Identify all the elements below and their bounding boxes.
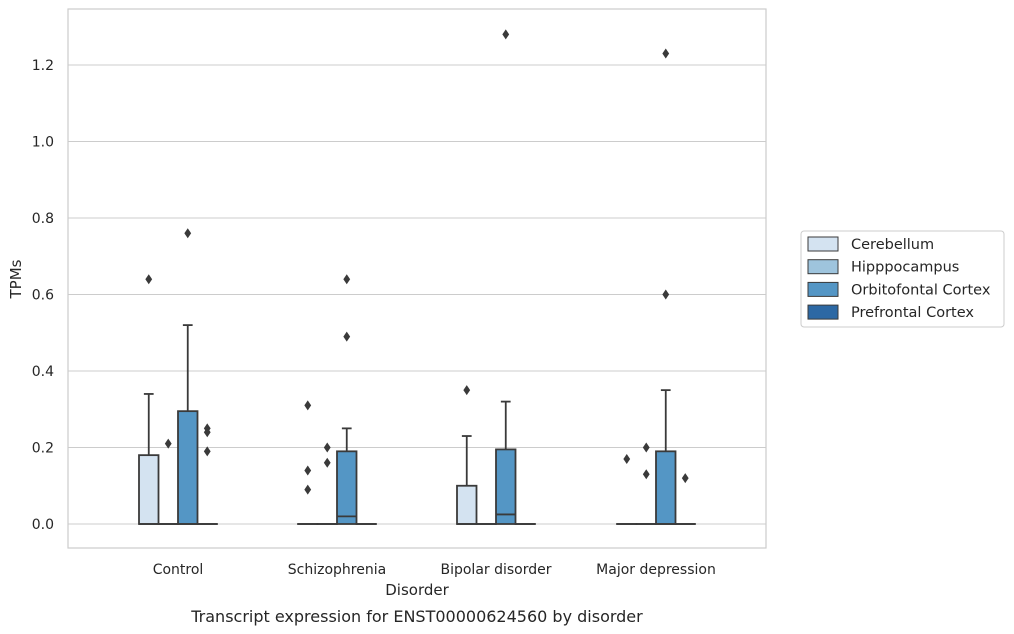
outlier-point	[623, 453, 631, 464]
outlier-point	[304, 400, 312, 411]
legend-label: Hipppocampus	[851, 260, 959, 276]
box	[655, 450, 677, 525]
outlier-point	[304, 465, 312, 476]
outlier-point	[642, 469, 650, 480]
outlier-point	[145, 274, 153, 285]
legend-label: Cerebellum	[851, 237, 934, 253]
outlier-point	[662, 48, 670, 59]
x-tick-label: Bipolar disorder	[440, 562, 551, 578]
box-group	[655, 48, 677, 525]
box-group	[196, 423, 218, 525]
box	[336, 450, 358, 525]
x-tick-labels: Control Schizophrenia Bipolar disorder Majo…	[153, 562, 716, 578]
box	[177, 410, 199, 525]
outlier-point	[343, 274, 351, 285]
y-tick-label: 0.4	[32, 364, 54, 380]
outlier-point	[642, 442, 650, 453]
outlier-point	[502, 29, 510, 40]
outlier-point	[681, 473, 689, 484]
y-tick-label: 1.2	[32, 58, 54, 74]
box-group	[495, 29, 517, 525]
x-tick-label: Control	[153, 562, 204, 578]
legend-swatch	[807, 259, 839, 275]
outlier-point	[304, 484, 312, 495]
chart-caption: Transcript expression for ENST0000062456…	[190, 607, 643, 626]
box-group	[177, 228, 199, 525]
outlier-point	[164, 438, 172, 449]
box-group	[138, 274, 160, 525]
outlier-point	[323, 442, 331, 453]
plot-frame	[67, 8, 767, 549]
legend-frame	[800, 230, 1005, 328]
outlier-point	[463, 385, 471, 396]
legend-label: Orbitofontal Cortex	[851, 282, 991, 298]
y-tick-labels: 0.0 0.2 0.4 0.6 0.8 1.0 1.2	[32, 58, 54, 533]
y-tick-label: 1.0	[32, 135, 54, 151]
legend-label: Prefrontal Cortex	[851, 305, 974, 321]
boxes	[138, 29, 696, 525]
outlier-point	[662, 289, 670, 300]
box-group	[674, 473, 696, 525]
box-group	[616, 453, 638, 525]
y-tick-label: 0.6	[32, 288, 54, 304]
outlier-point	[184, 228, 192, 239]
box	[456, 484, 478, 525]
y-tick-label: 0.8	[32, 211, 54, 227]
legend: Cerebellum Hipppocampus Orbitofontal Corte…	[800, 230, 1005, 328]
outlier-point	[343, 331, 351, 342]
outlier-point	[203, 446, 211, 457]
box-group	[456, 385, 478, 525]
y-tick-label: 0.0	[32, 517, 54, 533]
x-axis-label: Disorder	[385, 581, 449, 599]
box-group	[336, 274, 358, 525]
box	[138, 454, 160, 525]
x-tick-label: Schizophrenia	[288, 562, 386, 578]
x-tick-label: Major depression	[596, 562, 716, 578]
legend-swatch	[807, 304, 839, 320]
legend-swatch	[807, 236, 839, 252]
y-axis-label: TPMs	[7, 259, 25, 299]
box	[495, 448, 517, 525]
box-group	[157, 438, 179, 525]
y-tick-label: 0.2	[32, 441, 54, 457]
legend-swatch	[807, 281, 839, 297]
outlier-point	[323, 457, 331, 468]
outlier-point	[203, 427, 211, 438]
